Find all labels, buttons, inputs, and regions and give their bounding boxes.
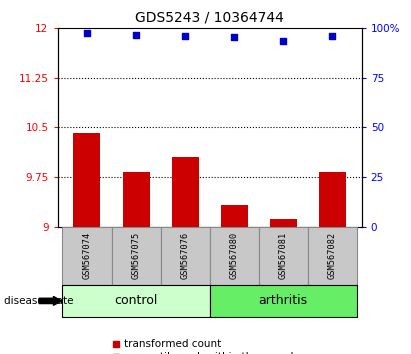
Bar — [161, 227, 210, 285]
Bar — [210, 285, 357, 317]
Text: GSM567080: GSM567080 — [230, 232, 239, 279]
Bar — [319, 172, 346, 227]
Text: disease state: disease state — [4, 296, 74, 306]
Bar — [172, 157, 199, 227]
Bar — [308, 227, 357, 285]
Text: GSM567074: GSM567074 — [83, 232, 92, 279]
Point — [84, 30, 90, 36]
Bar — [62, 227, 111, 285]
Text: arthritis: arthritis — [259, 295, 308, 307]
Bar — [74, 133, 100, 227]
Bar — [111, 227, 161, 285]
Bar — [210, 227, 259, 285]
Text: GSM567076: GSM567076 — [180, 232, 189, 279]
Legend: transformed count, percentile rank within the sample: transformed count, percentile rank withi… — [108, 335, 304, 354]
Text: control: control — [114, 295, 158, 307]
Point — [133, 33, 139, 38]
Title: GDS5243 / 10364744: GDS5243 / 10364744 — [135, 10, 284, 24]
Text: GSM567082: GSM567082 — [328, 232, 337, 279]
Point — [182, 33, 188, 39]
Bar — [62, 285, 210, 317]
Bar — [122, 172, 150, 227]
Bar — [221, 205, 248, 227]
Text: GSM567075: GSM567075 — [132, 232, 141, 279]
Point — [329, 33, 335, 39]
Point — [280, 38, 286, 44]
Bar — [270, 219, 297, 227]
Bar — [259, 227, 308, 285]
Point — [231, 34, 238, 40]
Text: GSM567081: GSM567081 — [279, 232, 288, 279]
